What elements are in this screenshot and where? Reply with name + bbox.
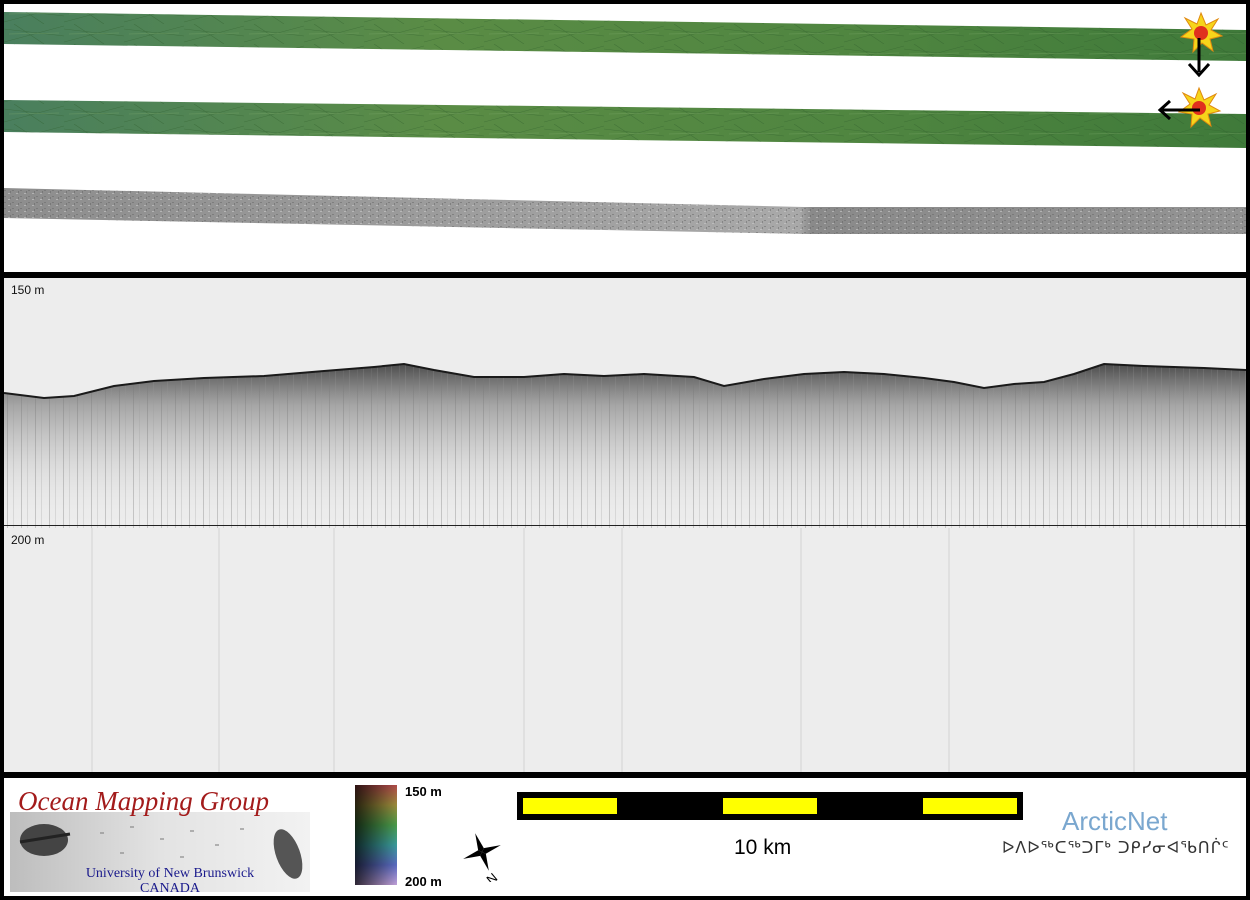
logo-university: University of New Brunswick	[85, 866, 255, 881]
logo-subtitle: University of New Brunswick CANADA	[80, 866, 260, 896]
colorbar-bottom-label: 200 m	[405, 874, 442, 889]
arcticnet-logo: ArcticNet	[1062, 806, 1168, 836]
seafloor-line	[4, 362, 1246, 400]
subbottom-profile-panel: 150 m 200 m	[4, 278, 1246, 772]
legend-panel: Ocean Mapping Group University of New Br…	[4, 778, 1246, 896]
ocean-mapping-group-logo: Ocean Mapping Group University of New Br…	[10, 782, 310, 896]
depth-colorbar	[355, 785, 397, 885]
logo-country: CANADA	[140, 881, 200, 896]
depth-label-bottom: 200 m	[11, 533, 45, 547]
depth-divider	[4, 525, 1246, 526]
arcticnet-inuktitut: ᐅᐱᐅᖅᑕᖅᑐᒥᒃ ᑐᑭᓯᓂᐊᖃᑎᒌᑦ	[1002, 838, 1230, 857]
echogram	[4, 362, 1246, 772]
depth-label-top: 150 m	[11, 283, 45, 297]
scale-bar	[517, 792, 1023, 820]
sun-marker-icon	[1179, 11, 1224, 54]
compass-letter: N	[483, 870, 500, 882]
colorbar-top-label: 150 m	[405, 784, 442, 799]
arrow-down-icon	[1187, 38, 1211, 78]
logo-title: Ocean Mapping Group	[18, 786, 269, 816]
scale-label: 10 km	[734, 836, 792, 859]
arrow-left-icon	[1157, 99, 1200, 121]
swath-map-panel	[4, 4, 1246, 272]
north-arrow-icon: N	[463, 833, 501, 882]
swath-map	[4, 11, 1246, 234]
